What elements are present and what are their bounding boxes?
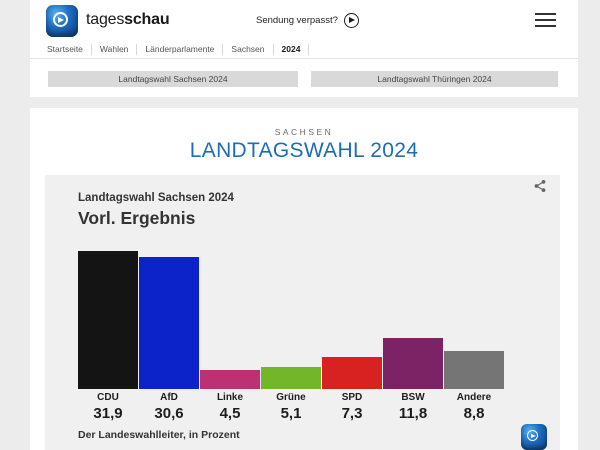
breadcrumb-wahlen[interactable]: Wahlen bbox=[92, 43, 138, 55]
region-kicker: SACHSEN bbox=[274, 127, 334, 137]
party-label: Andere bbox=[456, 392, 492, 403]
logo-flag bbox=[58, 17, 64, 23]
sendung-verpasst-label: Sendung verpasst? bbox=[256, 15, 338, 26]
bar-bsw bbox=[383, 338, 443, 389]
breadcrumb-sachsen[interactable]: Sachsen bbox=[223, 43, 274, 55]
chart-subtitle: Landtagswahl Sachsen 2024 bbox=[78, 192, 234, 204]
party-label: BSW bbox=[401, 392, 425, 403]
sachsen-election-button[interactable]: Landtagswahl Sachsen 2024 bbox=[48, 71, 298, 87]
breadcrumb: Startseite Wahlen Länderparlamente Sachs… bbox=[30, 40, 578, 59]
party-value: 7,3 bbox=[341, 405, 363, 422]
bar-afd bbox=[139, 256, 199, 389]
breadcrumb-2024[interactable]: 2024 bbox=[274, 43, 310, 55]
header: tagesschau Sendung verpasst? Startseite … bbox=[30, 0, 578, 97]
party-value: 30,6 bbox=[154, 405, 184, 422]
bar-linke bbox=[200, 369, 260, 389]
chart-title: Vorl. Ergebnis bbox=[78, 208, 196, 228]
share-icon[interactable] bbox=[533, 179, 547, 193]
page-title: LANDTAGSWAHL 2024 bbox=[189, 139, 419, 162]
party-label: SPD bbox=[341, 392, 363, 403]
chart-source: Der Landeswahlleiter, in Prozent bbox=[78, 429, 240, 441]
sendung-verpasst-link[interactable]: Sendung verpasst? bbox=[256, 13, 359, 28]
bar-spd bbox=[322, 357, 382, 389]
topbar: tagesschau Sendung verpasst? bbox=[30, 0, 578, 40]
menu-icon[interactable] bbox=[535, 13, 556, 27]
chart-column-cdu: CDU 31,9 bbox=[78, 249, 138, 422]
chart-column-linke: Linke 4,5 bbox=[200, 249, 260, 422]
chart-column-afd: AfD 30,6 bbox=[139, 249, 199, 422]
party-value: 11,8 bbox=[398, 405, 428, 422]
breadcrumb-laenderparlamente[interactable]: Länderparlamente bbox=[137, 43, 224, 55]
result-chart-card: Landtagswahl Sachsen 2024 Vorl. Ergebnis… bbox=[45, 175, 560, 450]
bar-andere bbox=[444, 350, 504, 389]
thueringen-election-button[interactable]: Landtagswahl Thüringen 2024 bbox=[311, 71, 558, 87]
tagesschau-mini-logo-icon bbox=[521, 424, 547, 450]
chart-column-andere: Andere 8,8 bbox=[444, 249, 504, 422]
logo-globe-ring bbox=[53, 12, 68, 27]
content-column: tagesschau Sendung verpasst? Startseite … bbox=[30, 0, 578, 450]
chart-column-bsw: BSW 11,8 bbox=[383, 249, 443, 422]
bar-cdu bbox=[78, 251, 138, 389]
party-value: 4,5 bbox=[219, 405, 241, 422]
mini-logo-globe-ring bbox=[527, 430, 538, 441]
election-nav: Landtagswahl Sachsen 2024 Landtagswahl T… bbox=[30, 59, 578, 97]
party-label: Linke bbox=[216, 392, 244, 403]
brand-wordmark[interactable]: tagesschau bbox=[86, 11, 170, 29]
party-value: 31,9 bbox=[93, 405, 123, 422]
tagesschau-logo-icon[interactable] bbox=[46, 5, 78, 37]
mini-logo-flag bbox=[531, 434, 536, 438]
party-value: 5,1 bbox=[280, 405, 302, 422]
bar-grüne bbox=[261, 366, 321, 389]
breadcrumb-startseite[interactable]: Startseite bbox=[47, 43, 92, 55]
party-value: 8,8 bbox=[463, 405, 485, 422]
main-content: SACHSEN LANDTAGSWAHL 2024 Landtagswahl S… bbox=[30, 108, 578, 450]
chart-column-spd: SPD 7,3 bbox=[322, 249, 382, 422]
play-icon bbox=[343, 13, 359, 28]
brand-first: tages bbox=[86, 11, 125, 28]
party-label: AfD bbox=[160, 392, 178, 403]
party-label: Grüne bbox=[276, 392, 306, 403]
chart-column-grüne: Grüne 5,1 bbox=[261, 249, 321, 422]
bar-chart: CDU 31,9 AfD 30,6 Linke 4,5 Grüne 5,1 SPD 7,3 BSW 1… bbox=[78, 249, 504, 422]
party-label: CDU bbox=[97, 392, 119, 403]
brand-second: schau bbox=[124, 11, 170, 28]
